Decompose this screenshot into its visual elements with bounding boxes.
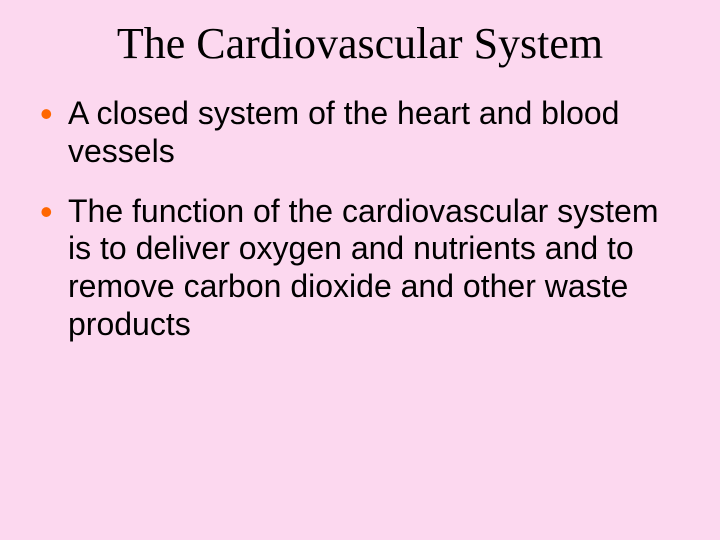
slide: The Cardiovascular System A closed syste… [0, 0, 720, 540]
list-item: A closed system of the heart and blood v… [38, 95, 690, 171]
list-item: The function of the cardiovascular syste… [38, 193, 690, 344]
slide-title: The Cardiovascular System [30, 18, 690, 69]
bullet-list: A closed system of the heart and blood v… [30, 95, 690, 344]
